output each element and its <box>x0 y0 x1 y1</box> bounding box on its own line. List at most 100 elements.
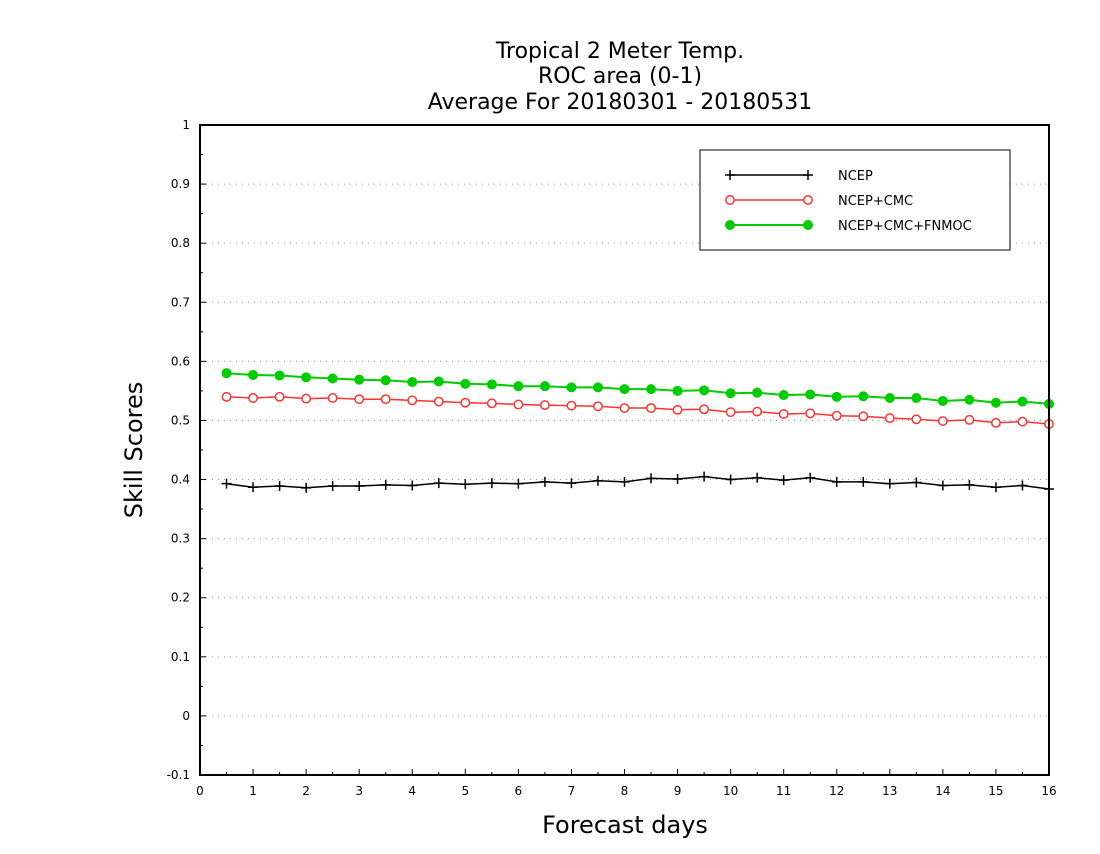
point-s1-3 <box>301 393 312 404</box>
point-s0-27 <box>937 480 948 491</box>
x-tick-label-2: 2 <box>302 784 310 798</box>
y-tick-label-7: 0.6 <box>171 354 190 368</box>
point-s0-10 <box>486 478 497 489</box>
legend-marker-1-start <box>725 195 735 205</box>
point-s0-20 <box>752 472 763 483</box>
point-s2-19 <box>725 388 736 399</box>
point-s1-12 <box>539 400 550 411</box>
series-line-0 <box>226 475 1050 490</box>
point-s1-11 <box>513 399 524 410</box>
point-s0-8 <box>433 478 444 489</box>
point-s1-28 <box>964 414 975 425</box>
legend: NCEP NCEP+CMC NCEP+CMC+FNMOC <box>699 149 1011 251</box>
point-s0-11 <box>513 478 524 489</box>
point-s1-27 <box>937 416 948 426</box>
point-s1-24 <box>858 411 869 422</box>
point-s0-24 <box>858 476 869 487</box>
point-s0-4 <box>327 481 338 492</box>
x-tick-label-10: 10 <box>723 784 738 798</box>
x-tick-label-6: 6 <box>515 784 523 798</box>
point-s2-20 <box>752 387 763 398</box>
y-tick-label-11: 1 <box>182 118 190 132</box>
point-s0-15 <box>619 476 630 487</box>
point-s0-29 <box>990 482 1001 493</box>
point-s1-5 <box>354 394 365 405</box>
legend-marker-1-end <box>803 195 813 205</box>
point-s0-0 <box>221 478 232 489</box>
point-s0-12 <box>539 476 550 487</box>
point-s2-30 <box>1017 396 1028 407</box>
legend-marker-0-end <box>803 170 813 180</box>
point-s2-13 <box>566 382 577 393</box>
point-s0-21 <box>778 475 789 486</box>
point-s0-17 <box>672 473 683 484</box>
point-s2-7 <box>407 377 418 388</box>
y-tick-label-9: 0.8 <box>171 236 190 250</box>
point-s1-18 <box>699 404 710 415</box>
point-s2-4 <box>327 373 338 384</box>
point-s1-19 <box>725 407 736 418</box>
legend-label-1: NCEP+CMC <box>838 194 913 209</box>
point-s2-28 <box>964 394 975 405</box>
point-s1-16 <box>646 403 656 413</box>
point-s0-25 <box>884 478 895 489</box>
point-s0-13 <box>566 478 577 489</box>
y-tick-label-4: 0.3 <box>171 532 190 546</box>
legend-marker-0-start <box>725 170 735 180</box>
point-s0-7 <box>407 480 418 491</box>
point-s2-8 <box>433 376 444 387</box>
point-s0-9 <box>460 479 471 490</box>
series-layer <box>221 368 1054 494</box>
x-tick-label-12: 12 <box>829 784 844 798</box>
y-tick-label-1: 0 <box>182 709 190 723</box>
point-s1-23 <box>831 410 842 421</box>
x-tick-label-1: 1 <box>249 784 257 798</box>
y-axis: -0.1 0 0.1 0.2 0.3 0.4 0.5 0.6 0.7 0.8 0.9 1 <box>167 118 206 782</box>
point-s0-18 <box>699 471 710 482</box>
point-s2-18 <box>699 385 710 396</box>
chart-title-line-1: Tropical 2 Meter Temp. <box>495 39 744 64</box>
point-s1-14 <box>593 401 603 412</box>
point-s1-22 <box>805 408 816 419</box>
x-tick-label-7: 7 <box>568 784 576 798</box>
point-s0-16 <box>646 473 657 484</box>
point-s2-10 <box>486 379 497 390</box>
legend-label-2: NCEP+CMC+FNMOC <box>838 219 972 234</box>
x-tick-label-16: 16 <box>1041 784 1056 798</box>
point-s2-14 <box>592 382 603 393</box>
point-s0-22 <box>805 472 816 483</box>
point-s2-11 <box>513 381 524 392</box>
point-s2-6 <box>380 375 391 386</box>
legend-marker-2-start <box>725 220 735 230</box>
y-tick-label-3: 0.2 <box>171 591 190 605</box>
point-s2-27 <box>937 395 948 406</box>
point-s2-25 <box>884 393 895 403</box>
point-s1-9 <box>460 397 471 408</box>
point-s0-5 <box>354 481 365 492</box>
point-s2-12 <box>539 381 550 392</box>
y-tick-label-5: 0.4 <box>171 473 190 487</box>
point-s1-30 <box>1017 416 1028 427</box>
point-s0-23 <box>831 476 842 487</box>
point-s1-6 <box>380 394 391 405</box>
point-s2-26 <box>911 393 922 403</box>
point-s2-23 <box>831 391 842 402</box>
point-s1-20 <box>752 406 763 417</box>
x-tick-label-9: 9 <box>674 784 682 798</box>
point-s2-24 <box>858 391 869 402</box>
point-s0-14 <box>592 475 603 486</box>
y-tick-label-10: 0.9 <box>171 177 190 191</box>
point-s2-21 <box>778 390 789 401</box>
y-axis-title: Skill Scores <box>120 382 148 519</box>
point-s2-0 <box>221 368 232 379</box>
series-1 <box>221 391 1054 429</box>
point-s0-1 <box>248 482 259 493</box>
series-line-1 <box>226 396 1050 425</box>
point-s1-10 <box>486 398 497 409</box>
x-axis-title: Forecast days <box>542 811 708 839</box>
x-tick-label-11: 11 <box>776 784 791 798</box>
point-s2-17 <box>672 385 683 396</box>
point-s1-25 <box>884 413 895 424</box>
point-s1-8 <box>433 396 444 407</box>
